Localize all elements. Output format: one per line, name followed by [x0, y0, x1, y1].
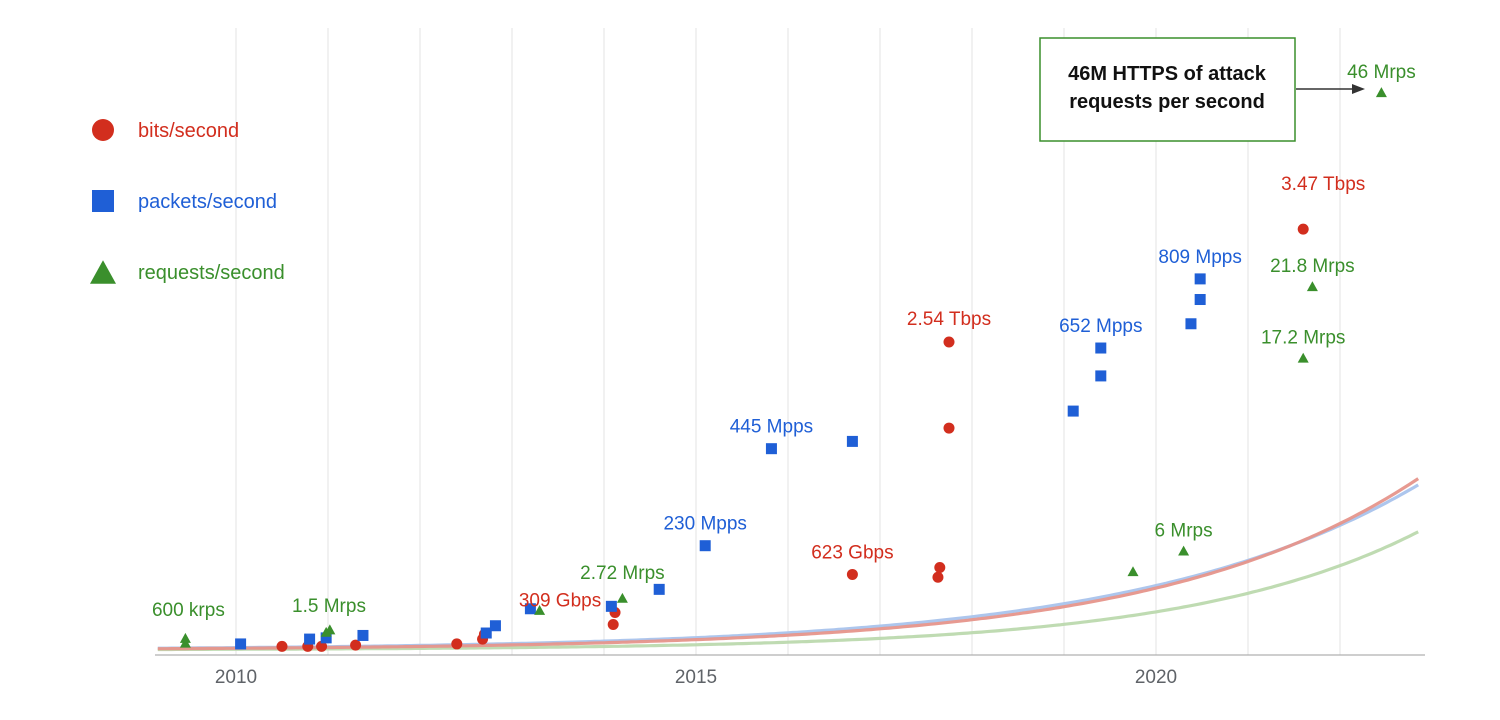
- callout-arrowhead-icon: [1352, 84, 1365, 94]
- point-packets-second-7: [524, 603, 536, 615]
- point-bits-second-15: [1297, 223, 1309, 235]
- point-packets-second-11: [765, 443, 777, 455]
- point-bits-second-12: [934, 562, 946, 574]
- data-points: [179, 87, 1387, 652]
- point-packets-second-6: [489, 620, 501, 632]
- data-label-17-2-mrps: 17.2 Mrps: [1261, 328, 1345, 349]
- x-tick-label-2015: 2015: [675, 667, 717, 688]
- point-requests-second-10: [1306, 281, 1318, 292]
- point-bits-second-13: [943, 422, 955, 434]
- point-bits-second-4: [350, 639, 362, 651]
- x-tick-label-2020: 2020: [1135, 667, 1177, 688]
- data-label-2-54-tbps: 2.54 Tbps: [907, 309, 991, 330]
- x-axis: 2010 2015 2020: [215, 667, 1177, 688]
- point-packets-second-2: [304, 633, 316, 645]
- data-label-6-mrps: 6 Mrps: [1155, 521, 1213, 542]
- point-requests-second-4: [324, 624, 336, 635]
- point-packets-second-9: [653, 583, 665, 595]
- point-bits-second-8: [607, 619, 619, 631]
- point-packets-second-10: [699, 540, 711, 552]
- data-label-1-5-mrps: 1.5 Mrps: [292, 596, 366, 617]
- point-requests-second-11: [1375, 87, 1387, 98]
- point-packets-second-17: [1194, 294, 1206, 306]
- data-label-309-gbps: 309 Gbps: [519, 591, 601, 612]
- callout-line-2: requests per second: [1069, 91, 1265, 113]
- point-requests-second-7: [1127, 566, 1139, 577]
- point-packets-second-8: [605, 600, 617, 612]
- data-label-809-mpps: 809 Mpps: [1158, 247, 1241, 268]
- point-packets-second-4: [357, 629, 369, 641]
- point-packets-second-5: [480, 627, 492, 639]
- callout: 46M HTTPS of attack requests per second: [1039, 37, 1365, 142]
- point-packets-second-18: [1194, 273, 1206, 285]
- callout-line-1: 46M HTTPS of attack: [1068, 63, 1267, 85]
- point-packets-second-15: [1095, 342, 1107, 354]
- point-packets-second-14: [1095, 370, 1107, 382]
- data-label-46-mrps: 46 Mrps: [1347, 62, 1416, 83]
- callout-box: [1039, 37, 1296, 142]
- legend-label-requests-second: requests/second: [138, 262, 285, 284]
- trend-line-requests-second: [157, 530, 1419, 652]
- point-requests-second-8: [1178, 545, 1190, 556]
- x-tick-label-2010: 2010: [215, 667, 257, 688]
- legend-square-icon: [92, 190, 114, 212]
- legend: bits/second packets/second requests/second: [90, 119, 285, 284]
- data-label-230-mpps: 230 Mpps: [663, 514, 746, 535]
- legend-label-packets-second: packets/second: [138, 191, 277, 213]
- point-requests-second-5: [534, 605, 546, 615]
- data-label-21-8-mrps: 21.8 Mrps: [1270, 256, 1354, 277]
- data-labels: 600 krps 1.5 Mrps 309 Gbps 2.72 Mrps 230 Mpp…: [152, 62, 1416, 621]
- point-requests-second-6: [616, 592, 628, 603]
- point-bits-second-5: [451, 638, 463, 650]
- point-packets-second-13: [1067, 405, 1079, 417]
- point-packets-second-3: [320, 632, 332, 644]
- data-label-652-mpps: 652 Mpps: [1059, 316, 1142, 337]
- trend-line-bits-second: [157, 477, 1420, 651]
- legend-label-bits-second: bits/second: [138, 120, 239, 142]
- point-packets-second-12: [846, 435, 858, 447]
- legend-circle-icon: [92, 119, 114, 141]
- point-bits-second-3: [316, 640, 328, 652]
- point-packets-second-16: [1185, 318, 1197, 330]
- point-requests-second-9: [1297, 352, 1309, 363]
- data-label-445-mpps: 445 Mpps: [730, 417, 813, 438]
- point-bits-second-11: [932, 571, 944, 583]
- data-label-600-krps: 600 krps: [152, 600, 225, 621]
- legend-triangle-icon: [90, 260, 116, 284]
- point-bits-second-1: [276, 640, 288, 652]
- data-label-2-72-mrps: 2.72 Mrps: [580, 563, 664, 584]
- data-label-3-47-tbps: 3.47 Tbps: [1281, 174, 1365, 195]
- data-label-623-gbps: 623 Gbps: [811, 542, 893, 563]
- trend-lines: [157, 477, 1420, 652]
- point-packets-second-1: [235, 638, 247, 650]
- point-bits-second-14: [943, 336, 955, 348]
- point-bits-second-10: [846, 568, 858, 580]
- point-requests-second-2: [179, 632, 191, 643]
